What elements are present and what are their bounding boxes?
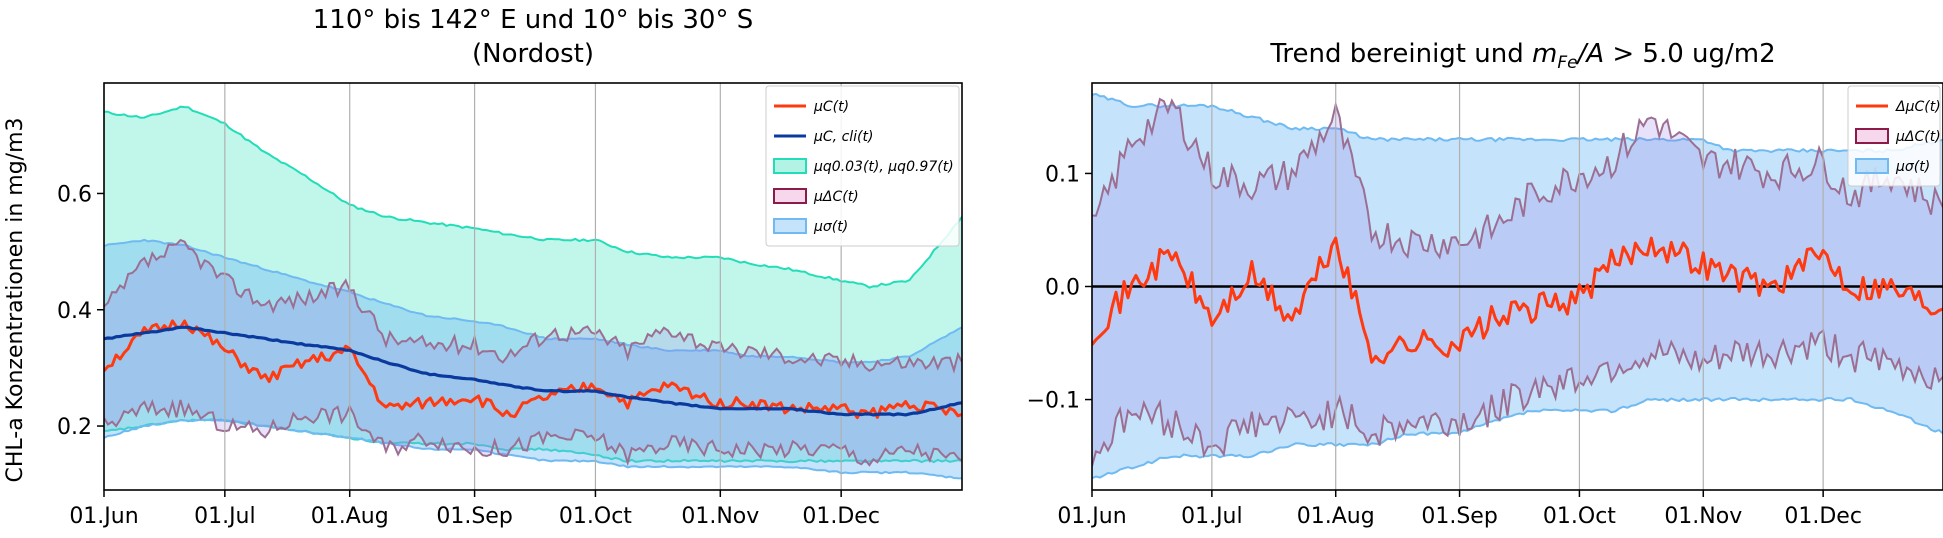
right-title-part3: > 5.0 ug/m2 xyxy=(1604,39,1776,69)
right-title-m: m xyxy=(1532,39,1557,69)
delta-c-band-lower-line xyxy=(1092,328,1943,467)
x-tick-label: 01.Nov xyxy=(681,504,759,529)
legend-label: ΔμC(t) xyxy=(1895,99,1941,115)
right-legend: ΔμC(t) μΔC(t) μσ(t) xyxy=(1847,85,1941,187)
sigma-band-upper-line xyxy=(1092,92,1943,154)
x-tick-label: 01.Aug xyxy=(311,504,389,529)
right-chart-panel: Trend bereinigt und mFe/A > 5.0 ug/m2 01… xyxy=(1027,39,1943,529)
right-title-part1: Trend bereinigt und xyxy=(1269,39,1532,69)
right-chart-title: Trend bereinigt und mFe/A > 5.0 ug/m2 xyxy=(1269,39,1775,73)
quantile-band-fill xyxy=(104,106,962,463)
x-tick-label: 01.Jul xyxy=(194,504,256,529)
x-tick-label: 01.Dec xyxy=(802,504,880,529)
legend-frame xyxy=(1847,85,1941,187)
delta-c-band-upper-line xyxy=(104,238,962,374)
x-tick-label: 01.Jun xyxy=(69,504,138,529)
legend-label: μq0.03(t), μq0.97(t) xyxy=(813,159,954,175)
x-tick-label: 01.Dec xyxy=(1784,504,1862,529)
x-tick-label: 01.Sep xyxy=(436,504,512,529)
series-mu-c-cli-line xyxy=(104,325,962,417)
quantile-band-upper-line xyxy=(104,105,962,289)
legend-patch-swatch xyxy=(773,158,807,174)
left-chart-title-line2: (Nordost) xyxy=(472,39,594,69)
sigma-band-lower-line xyxy=(1092,396,1943,480)
y-tick-label: 0.2 xyxy=(57,415,92,440)
y-tick-label: −0.1 xyxy=(1027,389,1080,414)
sigma-band-fill xyxy=(104,239,962,479)
x-tick-label: 01.Oct xyxy=(559,504,632,529)
x-tick-label: 01.Oct xyxy=(1543,504,1616,529)
legend-patch-swatch xyxy=(1855,128,1889,144)
left-chart-panel: 110° bis 142° E und 10° bis 30° S (Nordo… xyxy=(57,5,963,529)
right-plot-area: 01.Jun 01.Jul 01.Aug 01.Sep 01.Oct 01.Nov 01.D… xyxy=(1027,82,1943,529)
delta-c-band-fill xyxy=(1092,99,1943,467)
delta-c-band-lower-line xyxy=(104,398,962,467)
plot-frame xyxy=(103,82,963,491)
x-tick-label: 01.Jul xyxy=(1181,504,1243,529)
left-plot-area: 01.Jun 01.Jul 01.Aug 01.Sep 01.Oct 01.Nov 01.D… xyxy=(57,82,963,529)
x-tick-label: 01.Jun xyxy=(1057,504,1126,529)
legend-patch-swatch xyxy=(773,218,807,234)
legend-label: μσ(t) xyxy=(1895,159,1930,175)
delta-c-band-upper-line xyxy=(1092,97,1943,260)
legend-label: μΔC(t) xyxy=(1895,129,1941,145)
legend-patch-swatch xyxy=(1855,158,1889,174)
legend-frame xyxy=(765,85,960,247)
x-tick-label: 01.Aug xyxy=(1297,504,1375,529)
x-tick-label: 01.Sep xyxy=(1421,504,1497,529)
y-tick-label: 0.6 xyxy=(57,182,92,207)
series-mu-c-line xyxy=(104,319,962,420)
plot-body xyxy=(1092,83,1943,490)
series-delta-mu-c-line xyxy=(1092,236,1943,365)
legend-label: μC, cli(t) xyxy=(813,129,873,145)
left-chart-title-line1: 110° bis 142° E und 10° bis 30° S xyxy=(313,5,753,35)
y-tick-label: 0.1 xyxy=(1045,162,1080,187)
y-tick-label: 0.4 xyxy=(57,299,92,324)
y-axis-label: CHL-a Konzentrationen in mg/m3 xyxy=(3,118,28,483)
right-title-sub: Fe xyxy=(1557,53,1577,73)
left-legend: μC(t) μC, cli(t) μq0.03(t), μq0.97(t) μΔC(t… xyxy=(765,85,960,247)
x-tick-label: 01.Nov xyxy=(1664,504,1742,529)
legend-label: μσ(t) xyxy=(813,219,848,235)
legend-patch-swatch xyxy=(773,188,807,204)
legend-label: μC(t) xyxy=(813,99,849,115)
right-title-part2: /A xyxy=(1576,39,1605,69)
y-tick-label: 0.0 xyxy=(1045,276,1080,301)
legend-label: μΔC(t) xyxy=(813,189,859,205)
plot-body xyxy=(104,83,962,490)
